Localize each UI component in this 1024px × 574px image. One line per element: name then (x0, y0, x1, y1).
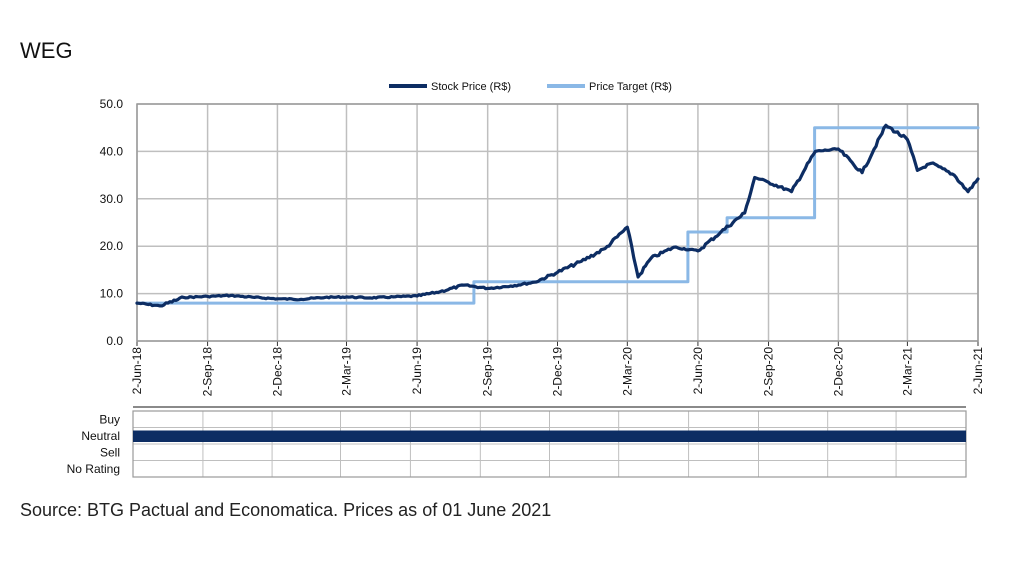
stock-price-line (135, 123, 980, 308)
rating-label: No Rating (67, 462, 120, 476)
y-tick-label: 30.0 (100, 192, 124, 206)
y-tick-label: 0.0 (106, 334, 123, 348)
chart-title: WEG (20, 38, 73, 63)
rating-label: Buy (99, 412, 120, 426)
x-tick-label: 2-Jun-20 (691, 347, 705, 395)
x-tick-label: 2-Mar-21 (900, 347, 914, 396)
x-tick-label: 2-Dec-18 (270, 347, 284, 397)
x-tick-label: 2-Dec-20 (831, 347, 845, 397)
x-tick-label: 2-Mar-19 (339, 347, 353, 396)
source-note: Source: BTG Pactual and Economatica. Pri… (20, 500, 552, 520)
y-tick-label: 50.0 (100, 97, 124, 111)
x-tick-label: 2-Jun-19 (410, 347, 424, 395)
y-tick-label: 20.0 (100, 239, 124, 253)
legend-label: Price Target (R$) (589, 81, 672, 93)
rating-frame (132, 410, 967, 478)
x-tick-label: 2-Jun-18 (130, 347, 144, 395)
rating-panel: Buy Neutral Sell No Rating (67, 406, 967, 478)
series-group (135, 123, 980, 308)
chart-legend: Stock Price (R$) Price Target (R$) (389, 81, 672, 93)
x-tick-label: 2-Sep-20 (762, 347, 776, 397)
x-tick-label: 2-Mar-20 (620, 347, 634, 396)
rating-label: Sell (100, 445, 120, 459)
x-tick-label: 2-Sep-19 (481, 347, 495, 397)
plot-frame (136, 103, 979, 342)
rating-bar (133, 430, 966, 442)
main-grid (136, 103, 979, 342)
rating-label: Neutral (81, 429, 120, 443)
x-tick-label: 2-Jun-21 (971, 347, 985, 395)
main-axes: 0.0 10.0 20.0 30.0 40.0 50.0 2-Jun-18 2-Sep-18 2… (100, 97, 985, 396)
price-target-line (135, 126, 980, 305)
y-tick-label: 10.0 (100, 287, 124, 301)
x-tick-label: 2-Sep-18 (201, 347, 215, 397)
legend-label: Stock Price (R$) (431, 81, 511, 93)
x-tick-label: 2-Dec-19 (551, 347, 565, 397)
y-tick-label: 40.0 (100, 144, 124, 158)
